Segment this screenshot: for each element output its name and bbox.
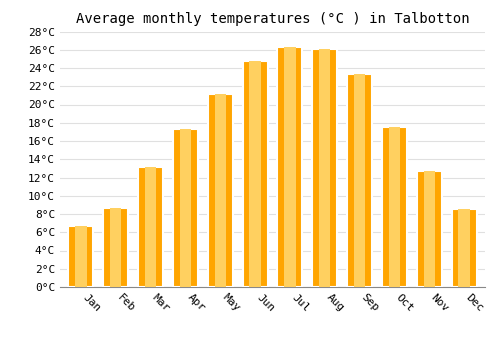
Bar [354,75,365,287]
Bar [76,226,86,287]
Bar [68,226,94,287]
Bar [173,129,198,287]
Bar [180,129,191,287]
Bar [416,171,442,287]
Bar [208,93,233,287]
Bar [458,209,469,287]
Bar [138,167,163,287]
Title: Average monthly temperatures (°C ) in Talbotton: Average monthly temperatures (°C ) in Ta… [76,12,469,26]
Bar [389,127,400,287]
Bar [312,49,338,287]
Bar [452,209,476,287]
Bar [278,47,302,287]
Bar [242,61,268,287]
Bar [424,171,435,287]
Bar [347,75,372,287]
Bar [103,208,128,287]
Bar [110,208,122,287]
Bar [145,167,156,287]
Bar [382,127,407,287]
Bar [319,49,330,287]
Bar [250,61,260,287]
Bar [214,93,226,287]
Bar [284,47,296,287]
